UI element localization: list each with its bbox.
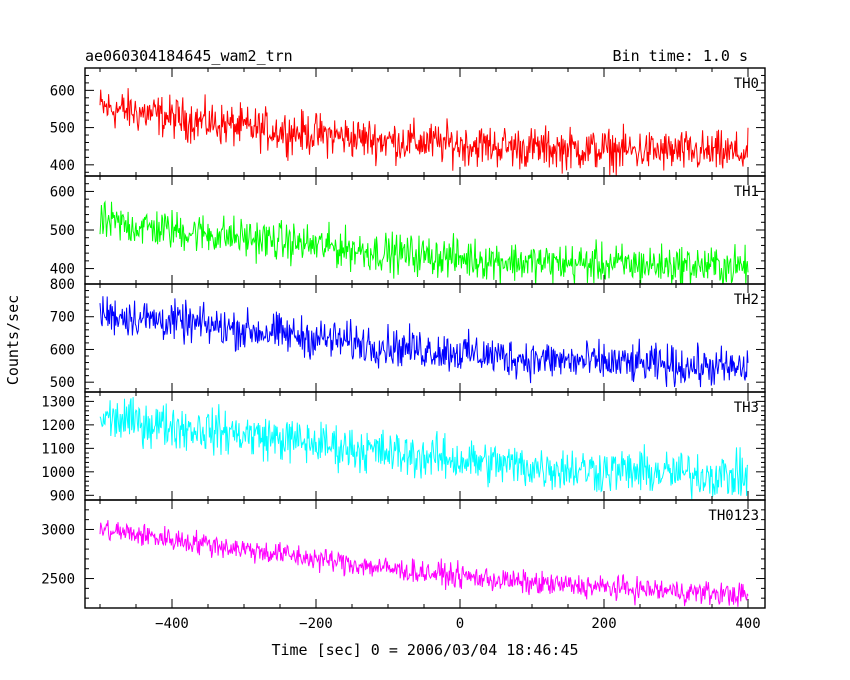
y-tick-label: 500 — [50, 121, 75, 137]
y-tick-label: 2500 — [41, 572, 75, 588]
series-line-th0123 — [99, 520, 749, 607]
y-tick-label: 800 — [50, 277, 75, 293]
panel-th3: TH3 900 1000 1100 1200 1300 — [41, 391, 766, 504]
x-axis: −400 −200 0 200 400 — [155, 616, 761, 632]
y-tick-label: 400 — [50, 158, 75, 174]
panel-th0123: TH0123 2500 3000 — [41, 499, 766, 609]
y-tick-label: 900 — [50, 488, 75, 504]
y-tick-label: 600 — [50, 342, 75, 358]
y-tick-label: 1200 — [41, 418, 75, 434]
series-line-th1 — [99, 200, 749, 284]
y-tick-label: 400 — [50, 262, 75, 278]
chart-title: ae060304184645_wam2_trn — [85, 47, 293, 65]
y-tick-label: 3000 — [41, 522, 75, 538]
y-tick-label: 1300 — [41, 394, 75, 410]
panel-label: TH1 — [734, 184, 759, 200]
panel-frame — [84, 175, 766, 285]
series-line-th0 — [99, 88, 749, 176]
x-tick-label: 200 — [591, 616, 616, 632]
panel-frame — [84, 499, 766, 609]
series-line-th3 — [99, 397, 749, 500]
y-tick-label: 700 — [50, 310, 75, 326]
panel-th2: TH2 500 600 700 800 — [50, 277, 766, 393]
panel-label: TH2 — [734, 292, 759, 308]
panel-label: TH0 — [734, 76, 759, 92]
bin-time-label: Bin time: 1.0 s — [613, 47, 748, 65]
series-line-th2 — [99, 296, 749, 388]
y-axis-label: Counts/sec — [4, 295, 22, 385]
y-tick-label: 600 — [50, 83, 75, 99]
x-tick-label: −200 — [299, 616, 333, 632]
y-tick-label: 1000 — [41, 465, 75, 481]
y-tick-label: 1100 — [41, 441, 75, 457]
panel-th0: TH0 400 500 600 — [50, 67, 766, 177]
panel-label: TH0123 — [708, 508, 759, 524]
y-tick-label: 500 — [50, 375, 75, 391]
x-tick-label: 400 — [735, 616, 760, 632]
panel-label: TH3 — [734, 400, 759, 416]
x-tick-label: 0 — [456, 616, 464, 632]
y-tick-label: 500 — [50, 223, 75, 239]
y-tick-label: 600 — [50, 184, 75, 200]
panel-th1: TH1 400 500 600 — [50, 175, 766, 285]
panel-frame — [84, 283, 766, 393]
panels-group: TH0400500600TH1400500600TH2500600700800T… — [41, 67, 766, 609]
x-axis-label: Time [sec] 0 = 2006/03/04 18:46:45 — [271, 641, 578, 659]
x-tick-label: −400 — [155, 616, 189, 632]
